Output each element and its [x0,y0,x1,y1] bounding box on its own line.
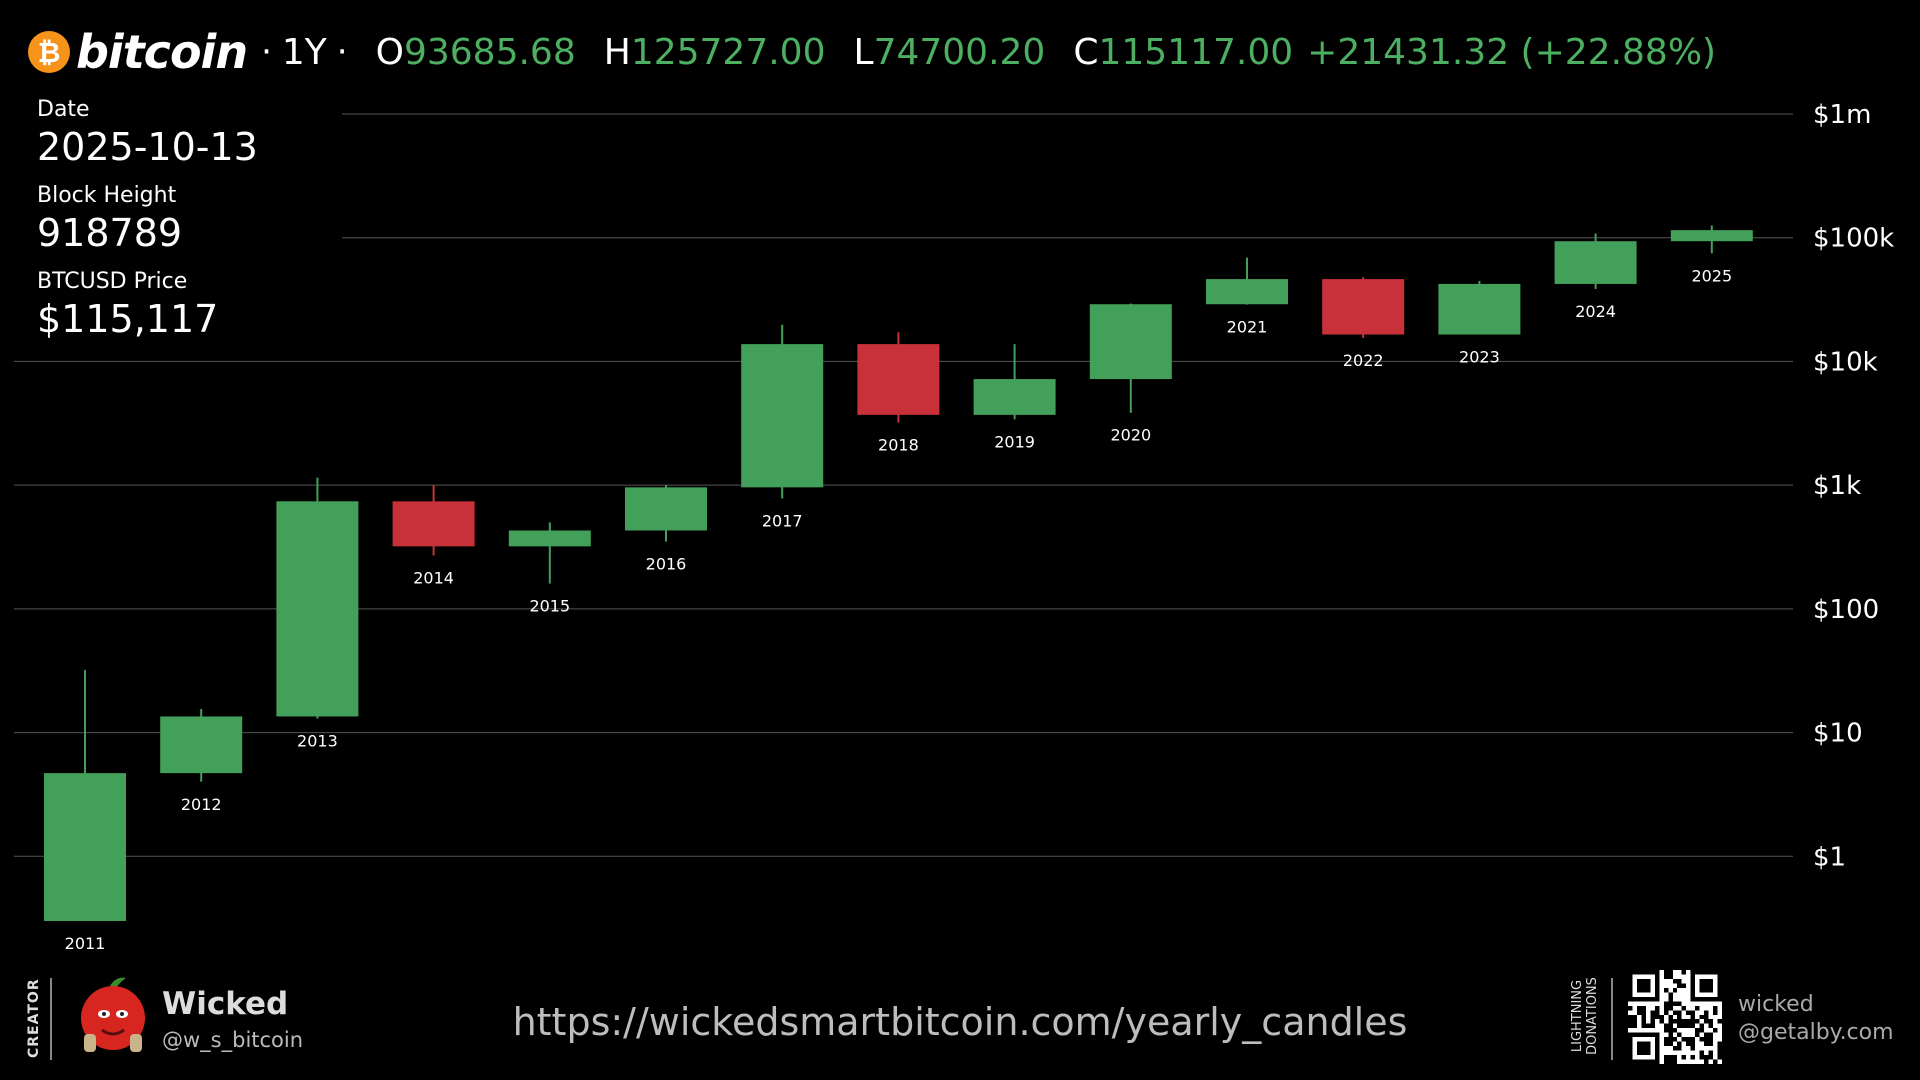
y-tick-label: $1m [1813,100,1871,130]
info-panel: Date 2025-10-13 Block Height 918789 BTCU… [37,96,258,354]
header-separator: · [336,32,348,72]
candle-body [508,530,591,547]
candle-body [392,501,475,547]
candle-year-label: 2025 [1691,266,1732,285]
block-height-value: 918789 [37,211,183,255]
candle-year-label: 2011 [65,934,106,953]
high-label: H [603,31,631,73]
donation-qr-code[interactable] [1628,970,1722,1064]
candle-year-label: 2021 [1227,318,1268,337]
btcusd-price-label: BTCUSD Price [37,269,188,294]
candle-body [741,344,824,488]
lightning-donations-label: LIGHTNING DONATIONS [1570,970,1600,1062]
high-value: 125727.00 [630,31,826,73]
candle-body [44,773,126,921]
open-label: O [375,31,404,73]
candle-year-label: 2013 [297,731,338,750]
y-tick-label: $100k [1813,224,1894,254]
change-value: +21431.32 (+22.88%) [1307,31,1717,73]
donations-label-line2: DONATIONS [1585,977,1600,1055]
candle-year-label: 2022 [1343,351,1384,370]
footer-divider [1611,978,1613,1060]
btcusd-price-value: $115,117 [37,297,219,341]
date-label: Date [37,97,90,122]
donation-name: wicked [1738,992,1814,1017]
creator-name: Wicked [162,986,289,1022]
donation-address: @getalby.com [1738,1020,1894,1045]
open-value: 93685.68 [403,31,576,73]
candle-body [1554,241,1637,284]
y-tick-label: $100 [1813,595,1879,625]
candle-body [276,501,359,717]
candle-year-label: 2014 [413,568,454,587]
candle-year-label: 2023 [1459,348,1500,367]
y-tick-label: $1 [1813,842,1846,872]
candle-year-label: 2019 [994,432,1035,451]
low-value: 74700.20 [873,31,1046,73]
candle-year-label: 2015 [529,597,570,616]
candle-body [160,716,243,774]
bitcoin-logo-icon: ₿ [28,31,70,73]
brand-name: bitcoin [76,25,248,79]
candle-body [1438,283,1521,335]
candle-year-label: 2012 [181,795,222,814]
candle-body [857,344,940,415]
donations-label-line1: LIGHTNING [1570,979,1585,1053]
close-label: C [1073,31,1099,73]
block-height-label: Block Height [37,183,177,208]
candle-year-label: 2020 [1110,426,1151,445]
header-separator: · [261,32,272,72]
candle-body [1206,279,1288,305]
candle-year-label: 2016 [646,555,687,574]
candle-year-label: 2017 [762,511,803,530]
candle-body [625,487,707,531]
candle-year-label: 2018 [878,436,919,455]
creator-handle[interactable]: @w_s_bitcoin [162,1028,304,1052]
candle-body [1089,304,1172,380]
candle-body [1670,230,1753,242]
candle-body [973,379,1056,415]
y-tick-label: $10k [1813,347,1878,377]
creator-avatar [81,977,145,1052]
candle-body [1322,279,1405,335]
timeframe-label: 1Y [281,31,327,73]
y-tick-label: $1k [1813,471,1861,501]
source-url[interactable]: https://wickedsmartbitcoin.com/yearly_ca… [512,1000,1408,1044]
candle-year-label: 2024 [1575,302,1616,321]
date-value: 2025-10-13 [37,125,258,169]
y-tick-label: $10 [1813,719,1863,749]
low-label: L [853,31,874,73]
close-value: 115117.00 [1098,31,1294,73]
footer-divider [50,978,52,1060]
